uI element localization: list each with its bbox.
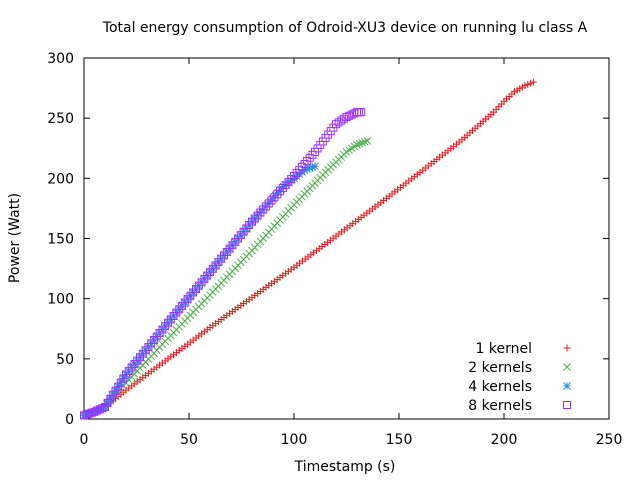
data-point	[119, 374, 128, 383]
data-point	[529, 78, 537, 86]
y-tick-label: 0	[65, 412, 74, 428]
data-point	[361, 138, 369, 146]
data-point	[111, 386, 120, 395]
data-point	[355, 139, 364, 148]
data-point	[103, 398, 112, 407]
data-point	[342, 112, 351, 121]
y-tick-label: 300	[47, 51, 74, 67]
data-point	[101, 402, 109, 411]
y-tick-label: 50	[56, 352, 74, 368]
y-tick-label: 100	[47, 292, 74, 308]
legend-marker	[563, 344, 571, 352]
data-point	[108, 390, 117, 399]
data-point	[85, 409, 94, 418]
data-point	[93, 406, 102, 415]
data-point	[363, 137, 372, 145]
data-point	[114, 382, 123, 391]
legend: 1 kernel 2 kernels 4 kernels 8 kernels	[468, 341, 571, 414]
legend-marker	[563, 363, 571, 371]
x-tick-label: 200	[491, 432, 518, 448]
legend-marker	[563, 401, 571, 409]
axis-ticks: 0 50 100 150 200 250 0 50 100 150 200 250 300	[47, 51, 622, 448]
x-tick-label: 150	[386, 432, 413, 448]
legend-label: 4 kernels	[468, 379, 532, 395]
x-axis-label: Timestamp (s)	[294, 459, 396, 475]
x-tick-label: 250	[596, 432, 623, 448]
data-point	[80, 411, 88, 420]
data-point	[98, 404, 107, 413]
legend-marker	[563, 382, 571, 390]
y-tick-label: 150	[47, 232, 74, 248]
data-point	[95, 405, 104, 414]
legend-label: 2 kernels	[468, 360, 532, 376]
data-point	[353, 140, 361, 149]
data-point	[90, 407, 99, 416]
x-tick-label: 0	[80, 432, 89, 448]
x-tick-label: 50	[180, 432, 198, 448]
series-4	[80, 108, 366, 420]
data-series	[80, 78, 537, 420]
data-point	[116, 378, 125, 387]
data-point	[345, 111, 354, 120]
y-tick-label: 200	[47, 171, 74, 187]
legend-label: 1 kernel	[476, 341, 532, 357]
y-tick-label: 250	[47, 111, 74, 127]
data-point	[358, 138, 367, 147]
data-point	[357, 108, 366, 117]
legend-label: 8 kernels	[468, 398, 532, 414]
data-point	[87, 408, 96, 417]
x-tick-label: 100	[281, 432, 308, 448]
chart-title: Total energy consumption of Odroid-XU3 d…	[102, 20, 588, 36]
data-point	[311, 162, 319, 171]
series-1	[80, 78, 537, 419]
data-point	[106, 394, 115, 403]
data-point	[82, 410, 91, 419]
y-axis-label: Power (Watt)	[7, 193, 23, 283]
